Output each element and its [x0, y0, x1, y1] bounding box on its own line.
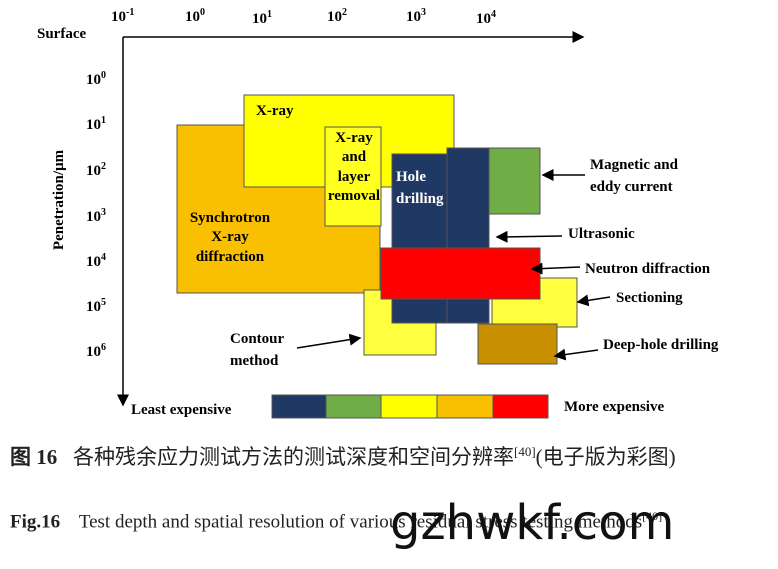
label: Deep-hole drilling — [603, 337, 719, 353]
x-tick: 103 — [406, 7, 426, 25]
caption-cn: 图 16 各种残余应力测试方法的测试深度和空间分辨率[40](电子版为彩图) — [10, 436, 768, 473]
x-tick: 104 — [476, 9, 496, 27]
y-tick: 105 — [86, 297, 106, 315]
caption-suffix: (电子版为彩图) — [535, 445, 676, 469]
cost-box — [271, 394, 327, 419]
x-tick: 100 — [185, 7, 205, 25]
label: Hole — [396, 169, 426, 185]
magnetic-region — [488, 147, 541, 215]
label: Contour — [230, 331, 285, 347]
cost-low: Least expensive — [131, 402, 232, 418]
y-tick: 106 — [86, 342, 106, 360]
y-tick: 103 — [86, 207, 106, 225]
label: removal — [328, 188, 380, 204]
arrow — [530, 262, 581, 275]
label: Synchrotron — [190, 210, 271, 226]
y-axis-label: Penetration/μm — [51, 149, 67, 250]
figure: Surface Penetration/μm 10-1 100 101 102 … — [37, 7, 719, 419]
caption-en: Fig.16 Test depth and spatial resolution… — [10, 503, 768, 535]
arrow — [495, 230, 563, 243]
label: X-ray — [211, 229, 249, 245]
label: and — [342, 149, 367, 165]
label: eddy current — [590, 179, 673, 195]
arrow — [296, 333, 362, 349]
label: Neutron diffraction — [585, 261, 711, 277]
watermark: gzhwkf.com — [390, 495, 675, 551]
label: X-ray — [256, 103, 294, 119]
y-tick: 104 — [86, 252, 106, 270]
x-axis-label: Surface — [37, 26, 86, 42]
x-tick: 10-1 — [111, 7, 134, 25]
caption-ref: [40] — [514, 444, 536, 459]
label: Ultrasonic — [568, 226, 635, 242]
label: method — [230, 353, 279, 369]
cost-box — [436, 394, 494, 419]
label: diffraction — [196, 249, 265, 265]
x-ticks: 10-1 100 101 102 103 104 — [111, 7, 496, 27]
caption-text: 各种残余应力测试方法的测试深度和空间分辨率 — [73, 445, 514, 469]
label: drilling — [396, 191, 444, 207]
x-tick: 101 — [252, 9, 272, 27]
caption-ref: [40] — [642, 509, 663, 523]
y-tick: 102 — [86, 161, 106, 179]
y-tick: 101 — [86, 115, 106, 133]
caption-label: Fig.16 — [10, 511, 61, 533]
neutron-region — [380, 247, 541, 300]
y-ticks: 100 101 102 103 104 105 106 — [86, 70, 106, 360]
label: Magnetic and — [590, 157, 679, 173]
arrow — [576, 294, 611, 307]
label: Sectioning — [616, 290, 683, 306]
x-tick: 102 — [327, 7, 347, 25]
caption-label: 图 16 — [10, 445, 58, 469]
y-tick: 100 — [86, 70, 106, 88]
cost-high: More expensive — [564, 399, 664, 415]
label: layer — [338, 169, 371, 185]
deep-hole-region — [477, 323, 558, 365]
cost-box — [380, 394, 438, 419]
caption-text: Test depth and spatial resolution of var… — [78, 511, 643, 533]
cost-box — [325, 394, 382, 419]
label: X-ray — [335, 130, 373, 146]
layer-removal-region — [324, 126, 382, 227]
arrow — [553, 348, 599, 361]
cost-box — [492, 394, 549, 419]
